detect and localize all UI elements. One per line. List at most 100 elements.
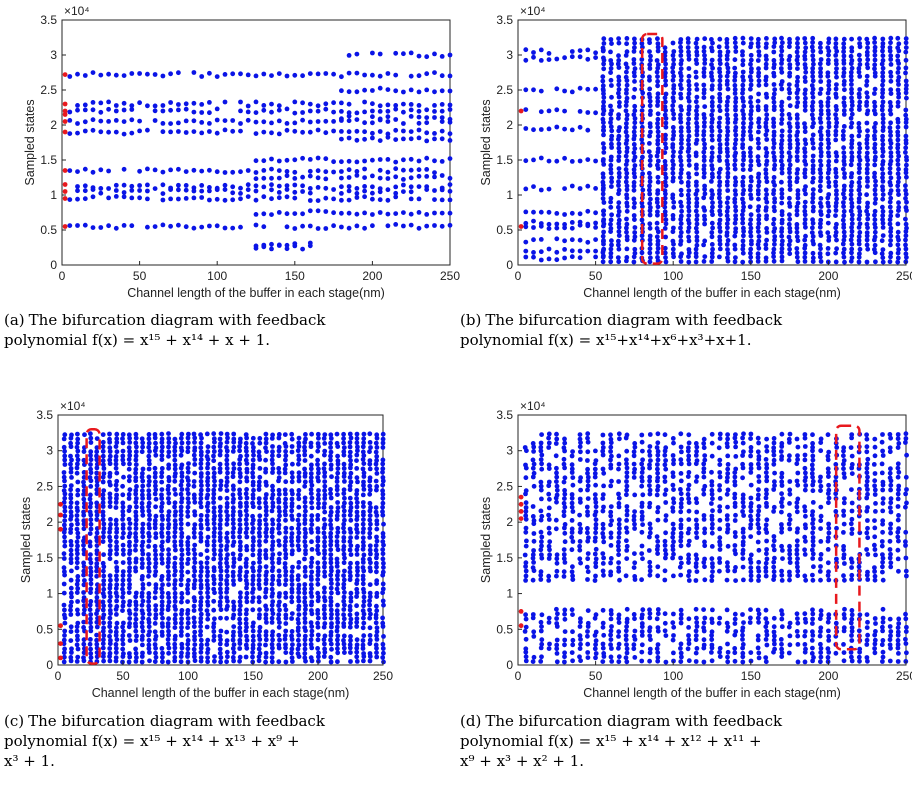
data-point [341,440,346,446]
data-point [701,242,706,248]
data-point [81,479,86,485]
data-point [81,595,87,600]
data-point [802,221,808,227]
data-point [81,551,87,557]
data-point [82,166,88,172]
data-point [748,116,754,122]
data-point [172,641,178,647]
data-point [253,158,259,164]
data-point [292,211,298,217]
data-point [710,200,715,206]
data-point [217,641,223,647]
data-point [624,36,630,41]
data-point [68,461,73,467]
data-point [347,569,353,575]
data-point [192,658,198,664]
data-point [61,488,67,493]
data-point [244,590,250,596]
data-point [224,509,230,514]
data-point [250,479,256,485]
data-point [617,125,622,130]
data-point [153,654,159,660]
data-point [709,133,715,139]
data-point [546,126,552,132]
data-point [283,479,289,485]
data-point [624,90,629,96]
data-point [408,211,414,217]
data-point [231,658,237,664]
data-point [733,179,739,185]
data-point [709,62,714,67]
data-point [617,104,622,109]
caption-label: (b) [460,311,482,329]
data-point [121,166,127,172]
data-point [237,658,243,664]
data-point [662,226,668,231]
data-point [289,633,294,639]
data-point [61,556,67,561]
data-point [716,170,722,176]
data-point [856,150,862,155]
data-point [794,112,800,118]
data-point [315,569,321,574]
data-point [802,237,808,243]
data-point [211,586,217,592]
data-point [250,500,256,506]
data-point [577,85,583,91]
data-point [256,573,262,578]
data-point [211,449,217,454]
data-point [655,188,661,194]
data-point [717,91,723,97]
data-point [518,224,524,229]
data-point [347,440,353,445]
data-point [818,125,824,131]
data-point [346,184,352,189]
data-point [341,577,347,583]
data-point [328,462,334,468]
data-point [307,186,313,191]
data-point [834,188,839,194]
data-point [334,628,340,634]
data-point [159,556,165,562]
data-point [849,180,855,185]
data-point [153,504,159,510]
data-point [98,186,104,191]
data-point [880,82,885,88]
data-point [321,530,327,536]
data-point [370,190,375,196]
data-point [724,182,730,188]
data-point [895,87,901,93]
data-point [88,470,94,476]
data-point [82,432,87,438]
data-point [779,179,784,185]
data-point [224,560,230,566]
data-point [732,196,738,202]
data-point [224,586,230,592]
data-point [825,73,831,79]
data-point [733,204,738,210]
data-point [841,73,846,79]
data-point [694,116,699,121]
data-point [725,120,731,126]
data-point [685,121,691,126]
data-point [244,466,250,472]
data-point [166,552,172,557]
data-point [554,124,560,130]
data-point [616,149,622,155]
data-point [655,129,661,135]
data-point [224,448,230,454]
data-point [309,586,314,592]
data-point [825,246,831,251]
data-point [269,175,274,181]
data-point [98,118,104,124]
data-point [360,444,366,450]
data-point [864,170,870,176]
data-point [709,242,715,247]
data-point [120,535,125,540]
data-point [857,74,863,79]
data-point [763,196,769,202]
data-point [230,512,236,518]
data-point [408,73,414,79]
data-point [62,453,68,459]
data-point [302,642,308,647]
